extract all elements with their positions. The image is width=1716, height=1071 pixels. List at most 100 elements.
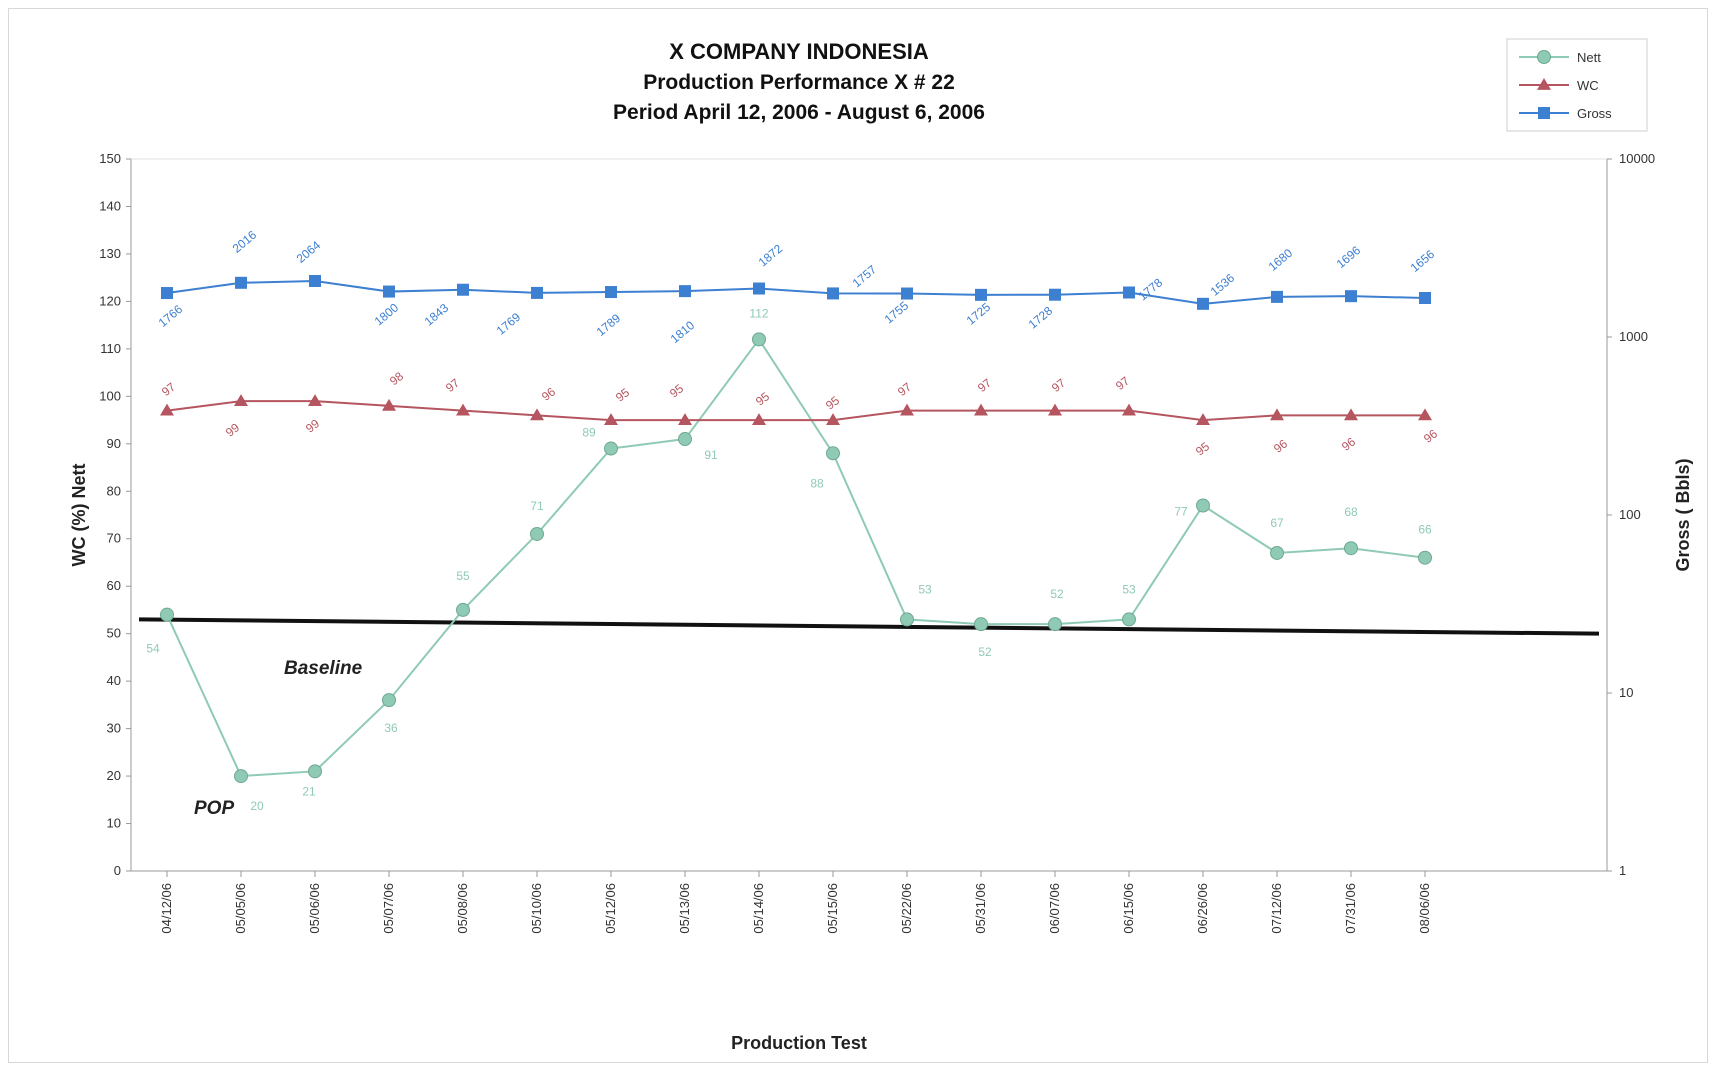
nett-data-label: 112 (749, 306, 768, 320)
left-tick-label: 150 (99, 151, 121, 166)
legend-label-wc: WC (1577, 78, 1599, 93)
legend-label-nett: Nett (1577, 50, 1601, 65)
nett-data-label: 36 (384, 721, 398, 735)
gross-data-label: 2064 (294, 238, 324, 266)
left-tick-label: 80 (107, 483, 121, 498)
baseline-line (138, 617, 1600, 636)
nett-data-label: 20 (250, 799, 264, 813)
gross-data-label: 1757 (850, 262, 880, 290)
x-tick-label: 05/08/06 (455, 883, 470, 934)
wc-data-label: 95 (823, 393, 842, 412)
legend-marker-nett (1537, 50, 1551, 64)
legend-label-gross: Gross (1577, 106, 1612, 121)
left-tick-label: 100 (99, 388, 121, 403)
wc-point-06-26-06 (1196, 413, 1210, 425)
x-tick-label: 05/06/06 (307, 883, 322, 934)
nett-point-06-07-06 (1048, 617, 1062, 632)
nett-point-08-06-06 (1418, 550, 1432, 565)
right-tick-label: 100 (1619, 507, 1641, 522)
left-tick-label: 40 (107, 673, 121, 688)
chart-title-line-3: Period April 12, 2006 - August 6, 2006 (613, 101, 985, 124)
series-line-gross (166, 279, 1426, 305)
nett-data-label: 53 (918, 582, 932, 596)
x-tick-label: 05/15/06 (825, 883, 840, 934)
series-line-nett (166, 337, 1426, 778)
x-tick-label: 05/07/06 (381, 883, 396, 934)
nett-data-label: 66 (1418, 523, 1432, 537)
gross-point-05-15-06 (827, 287, 839, 300)
gross-point-05-05-06 (235, 276, 247, 289)
gross-point-05-08-06 (457, 283, 469, 296)
gross-point-05-31-06 (975, 288, 987, 301)
nett-point-05-12-06 (604, 441, 618, 456)
nett-data-label: 68 (1344, 505, 1358, 519)
wc-data-label: 99 (223, 420, 242, 439)
nett-data-label: 52 (978, 645, 992, 659)
wc-data-label: 95 (753, 389, 772, 408)
gross-data-label: 1728 (1026, 304, 1056, 332)
right-tick-label: 10 (1619, 685, 1633, 700)
gross-data-label: 1872 (756, 241, 786, 269)
nett-data-label: 54 (146, 642, 160, 656)
wc-point-05-12-06 (604, 413, 618, 425)
nett-point-05-22-06 (900, 612, 914, 627)
left-tick-label: 30 (107, 721, 121, 736)
wc-data-label: 98 (387, 369, 406, 388)
wc-data-label: 97 (1113, 374, 1132, 393)
x-tick-label: 05/31/06 (973, 883, 988, 934)
wc-point-06-07-06 (1048, 403, 1062, 416)
gross-data-label: 1766 (156, 302, 186, 330)
wc-point-05-06-06 (308, 394, 322, 406)
wc-point-04-12-06 (160, 403, 174, 416)
x-tick-label: 06/15/06 (1121, 883, 1136, 934)
nett-data-label: 89 (582, 426, 596, 440)
series-line-wc (166, 400, 1425, 422)
nett-data-label: 71 (530, 499, 544, 513)
gross-point-06-26-06 (1197, 297, 1209, 310)
gross-point-05-13-06 (679, 285, 691, 298)
wc-point-07-12-06 (1270, 408, 1284, 421)
wc-data-label: 96 (539, 384, 558, 403)
wc-point-05-07-06 (382, 398, 396, 411)
x-tick-label: 06/07/06 (1047, 883, 1062, 934)
nett-data-label: 52 (1050, 587, 1064, 601)
nett-data-label: 21 (302, 784, 316, 798)
pop-annotation: POP (194, 798, 234, 819)
gross-point-04-12-06 (161, 287, 173, 300)
wc-point-05-14-06 (752, 413, 766, 425)
gross-point-05-14-06 (753, 282, 765, 295)
wc-data-label: 97 (895, 380, 914, 399)
x-tick-label: 05/22/06 (899, 883, 914, 934)
gross-data-label: 1810 (668, 318, 698, 346)
x-tick-label: 08/06/06 (1417, 883, 1432, 934)
x-tick-label: 04/12/06 (159, 883, 174, 934)
right-axis-title: Gross ( Bbls) (1673, 458, 1693, 571)
x-tick-label: 06/26/06 (1195, 883, 1210, 934)
x-tick-label: 05/14/06 (751, 883, 766, 934)
nett-point-05-06-06 (308, 764, 322, 779)
wc-point-05-13-06 (678, 413, 692, 425)
gross-data-label: 1656 (1408, 247, 1438, 275)
gross-data-label: 1696 (1334, 243, 1364, 271)
gross-data-label: 1680 (1266, 246, 1296, 274)
gross-data-label: 1778 (1136, 275, 1166, 303)
nett-point-06-26-06 (1196, 498, 1210, 513)
nett-point-05-08-06 (456, 602, 470, 617)
gross-point-06-15-06 (1123, 286, 1135, 299)
nett-data-label: 91 (704, 448, 718, 462)
left-tick-label: 20 (107, 768, 121, 783)
gross-data-label: 1536 (1208, 271, 1238, 299)
chart-title-line-1: X COMPANY INDONESIA (669, 39, 929, 64)
gross-data-label: 1789 (594, 311, 624, 339)
left-tick-label: 90 (107, 436, 121, 451)
nett-point-05-05-06 (234, 769, 248, 784)
wc-data-label: 96 (1271, 436, 1290, 455)
nett-point-07-31-06 (1344, 541, 1358, 556)
gross-data-label: 1800 (372, 300, 402, 328)
right-tick-label: 1 (1619, 863, 1626, 878)
wc-point-08-06-06 (1418, 408, 1432, 421)
wc-point-05-22-06 (900, 403, 914, 416)
wc-data-label: 99 (303, 416, 322, 435)
baseline-label: Baseline (284, 658, 363, 679)
x-tick-label: 05/13/06 (677, 883, 692, 934)
